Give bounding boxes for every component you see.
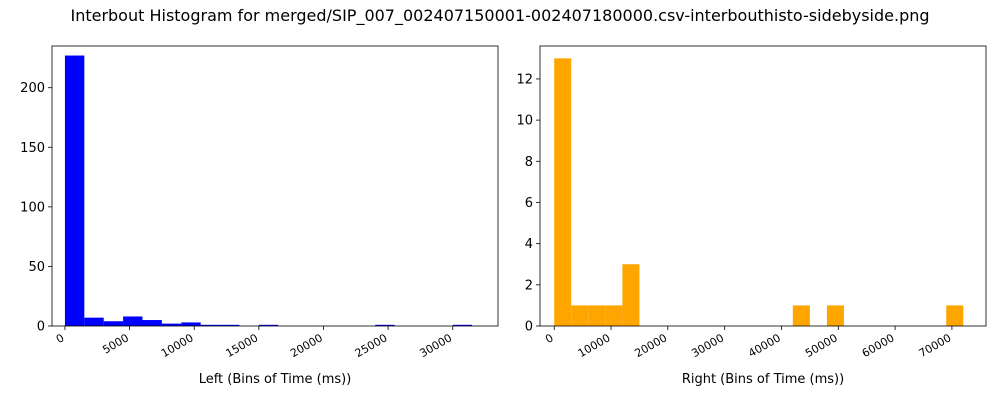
y-tick-label: 4	[525, 237, 533, 252]
y-tick-label: 10	[516, 114, 533, 129]
x-axis-label: Left (Bins of Time (ms))	[199, 372, 352, 387]
histogram-bar	[161, 323, 182, 326]
histogram-bar	[142, 320, 162, 326]
histogram-panel-left: 0 5000 10000 15000 20000 25000 30000 0 50 100 150 2…	[20, 45, 499, 387]
x-tick-label: 20000	[288, 331, 325, 360]
histogram-bar	[258, 324, 279, 326]
axes-frame	[539, 45, 987, 327]
x-tick-label: 10000	[576, 331, 613, 360]
figure-title: Interbout Histogram for merged/SIP_007_0…	[70, 6, 930, 25]
x-tick-label: 70000	[917, 331, 954, 360]
histogram-bar	[826, 305, 844, 326]
histogram-bar	[554, 58, 572, 326]
histogram-panel-right: 0 10000 20000 30000 40000 50000 60000 70000 0 2 4 6…	[516, 45, 987, 387]
histogram-bar	[84, 317, 104, 326]
histogram-bar	[200, 324, 221, 326]
y-tick-label: 150	[20, 141, 45, 156]
y-tick-label: 12	[516, 72, 533, 87]
histogram-bar	[123, 316, 143, 326]
histogram-bar	[571, 305, 589, 326]
y-tick-label: 200	[20, 81, 45, 96]
histogram-bar	[181, 322, 201, 326]
y-tick-label: 100	[20, 200, 45, 215]
histogram-bar	[452, 324, 473, 326]
histogram-bar	[622, 264, 640, 326]
histogram-bar	[103, 321, 124, 326]
x-tick-label: 50000	[803, 331, 840, 360]
histogram-bar	[792, 305, 810, 326]
x-tick-label: 15000	[224, 331, 261, 360]
y-tick-label: 2	[525, 278, 533, 293]
x-tick-label: 30000	[689, 331, 726, 360]
y-tick-label: 0	[37, 320, 45, 335]
histogram-bar	[588, 305, 606, 326]
x-tick-label: 60000	[860, 331, 897, 360]
x-tick-label: 5000	[100, 331, 131, 356]
x-tick-label: 20000	[633, 331, 670, 360]
x-tick-label: 40000	[746, 331, 783, 360]
y-tick-label: 8	[525, 155, 533, 170]
histogram-bar	[64, 55, 85, 326]
y-tick-label: 50	[28, 260, 45, 275]
histogram-bar	[220, 324, 240, 326]
x-tick-label: 10000	[159, 331, 196, 360]
y-tick-label: 6	[525, 196, 533, 211]
x-tick-label: 25000	[353, 331, 390, 360]
histogram-bar	[605, 305, 623, 326]
histogram-bar	[946, 305, 964, 326]
x-tick-label: 0	[543, 331, 556, 346]
x-axis-label: Right (Bins of Time (ms))	[682, 372, 844, 387]
axes-frame	[51, 45, 499, 327]
x-tick-label: 30000	[417, 331, 454, 360]
histogram-bar	[375, 324, 395, 326]
x-tick-label: 0	[54, 331, 67, 346]
y-tick-label: 0	[525, 320, 533, 335]
